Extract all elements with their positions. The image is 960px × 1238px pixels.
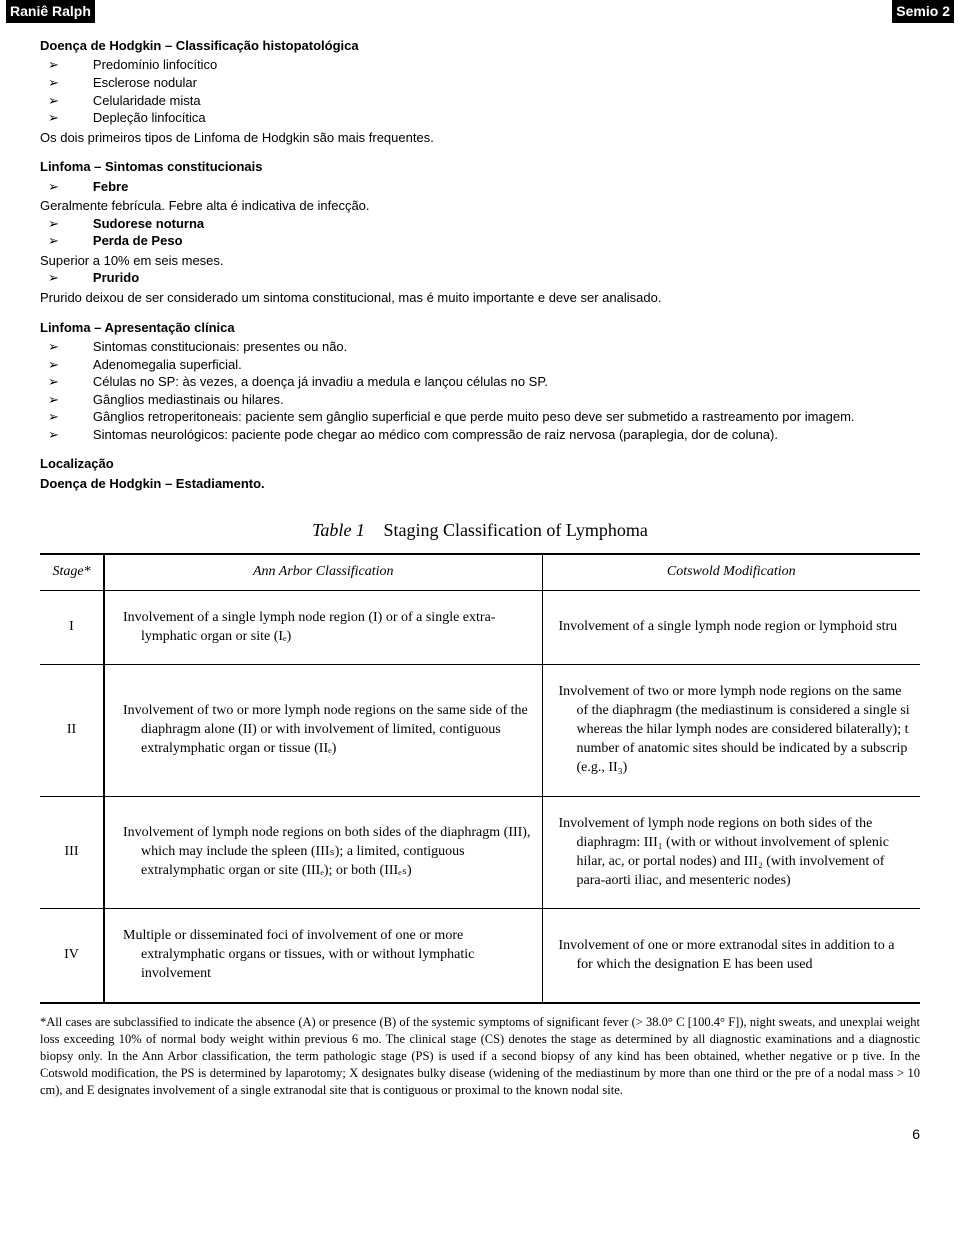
stage-cell: III — [40, 796, 104, 909]
section1-list: Predomínio linfocítico Esclerose nodular… — [40, 56, 920, 126]
cm-cell: Involvement of lymph node regions on bot… — [542, 796, 920, 909]
staging-table: Stage* Ann Arbor Classification Cotswold… — [40, 553, 920, 1004]
section2-title: Linfoma – Sintomas constitucionais — [40, 158, 920, 176]
author-name: Raniê Ralph — [6, 0, 95, 23]
cm-cell: Involvement of a single lymph node regio… — [542, 590, 920, 665]
list-item: Prurido — [40, 269, 920, 287]
section3-list: Sintomas constitucionais: presentes ou n… — [40, 338, 920, 443]
list-item: Adenomegalia superficial. — [40, 356, 920, 374]
aa-cell: Involvement of lymph node regions on bot… — [104, 796, 542, 909]
cm-cell: Involvement of one or more extranodal si… — [542, 909, 920, 1003]
document-header: Raniê Ralph Semio 2 — [0, 0, 960, 23]
table-caption: Table 1 Staging Classification of Lympho… — [40, 518, 920, 542]
subject-name: Semio 2 — [892, 0, 954, 23]
list-item: Gânglios mediastinais ou hilares. — [40, 391, 920, 409]
section3-title: Linfoma – Apresentação clínica — [40, 319, 920, 337]
body-text: Prurido deixou de ser considerado um sin… — [40, 289, 920, 307]
table-row: IV Multiple or disseminated foci of invo… — [40, 909, 920, 1003]
body-text: Superior a 10% em seis meses. — [40, 252, 920, 270]
aa-cell: Involvement of a single lymph node regio… — [104, 590, 542, 665]
list-item: Depleção linfocítica — [40, 109, 920, 127]
col-stage: Stage* — [40, 554, 104, 590]
table-header-row: Stage* Ann Arbor Classification Cotswold… — [40, 554, 920, 590]
list-item: Gânglios retroperitoneais: paciente sem … — [40, 408, 920, 426]
list-item: Sintomas neurológicos: paciente pode che… — [40, 426, 920, 444]
table-row: II Involvement of two or more lymph node… — [40, 665, 920, 796]
cm-cell: Involvement of two or more lymph node re… — [542, 665, 920, 796]
list-item: Células no SP: às vezes, a doença já inv… — [40, 373, 920, 391]
stage-cell: I — [40, 590, 104, 665]
section1-note: Os dois primeiros tipos de Linfoma de Ho… — [40, 129, 920, 147]
stage-cell: II — [40, 665, 104, 796]
table-row: I Involvement of a single lymph node reg… — [40, 590, 920, 665]
aa-cell: Multiple or disseminated foci of involve… — [104, 909, 542, 1003]
list-item: Sintomas constitucionais: presentes ou n… — [40, 338, 920, 356]
col-ann-arbor: Ann Arbor Classification — [104, 554, 542, 590]
aa-cell: Involvement of two or more lymph node re… — [104, 665, 542, 796]
body-text: Geralmente febrícula. Febre alta é indic… — [40, 197, 920, 215]
section1-title: Doença de Hodgkin – Classificação histop… — [40, 37, 920, 55]
section4-title1: Localização — [40, 455, 920, 473]
stage-cell: IV — [40, 909, 104, 1003]
table-footnote: *All cases are subclassified to indicate… — [40, 1014, 920, 1098]
col-cotswold: Cotswold Modification — [542, 554, 920, 590]
table-title: Staging Classification of Lymphoma — [383, 520, 647, 540]
page-number: 6 — [0, 1105, 960, 1154]
list-item: Perda de Peso — [40, 232, 920, 250]
table-label: Table 1 — [312, 520, 365, 540]
list-item: Celularidade mista — [40, 92, 920, 110]
list-item: Febre — [40, 178, 920, 196]
list-item: Esclerose nodular — [40, 74, 920, 92]
list-item: Sudorese noturna — [40, 215, 920, 233]
section2-list: Febre — [40, 178, 920, 196]
document-body: Doença de Hodgkin – Classificação histop… — [0, 23, 960, 1105]
table-row: III Involvement of lymph node regions on… — [40, 796, 920, 909]
section4-title2: Doença de Hodgkin – Estadiamento. — [40, 475, 920, 493]
list-item: Predomínio linfocítico — [40, 56, 920, 74]
